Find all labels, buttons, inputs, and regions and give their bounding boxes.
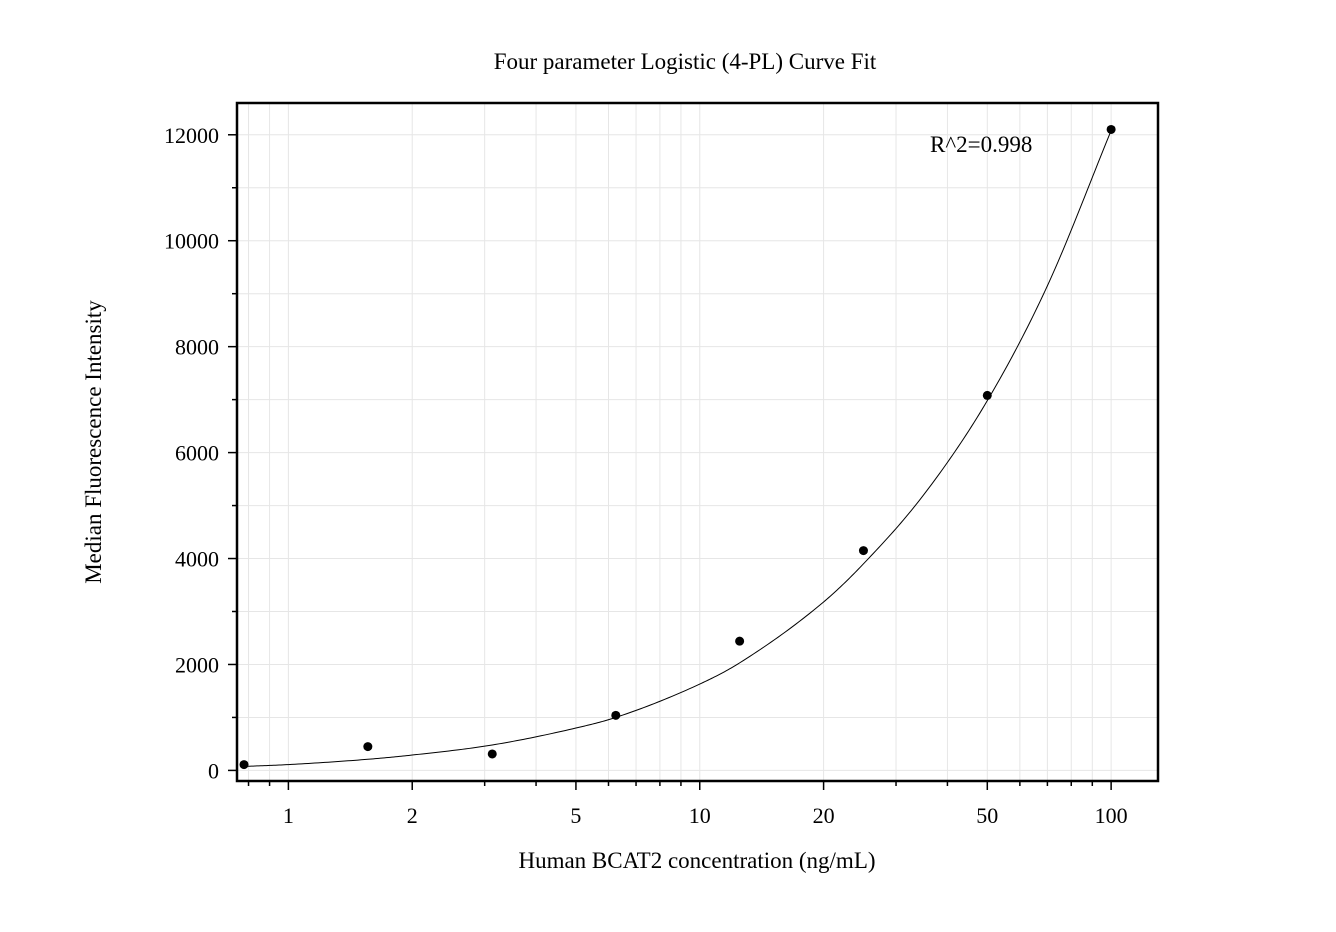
data-point	[239, 760, 249, 770]
x-tick-label: 10	[689, 803, 711, 828]
x-tick-label: 50	[976, 803, 998, 828]
data-point	[982, 390, 992, 400]
y-axis-label: Median Fluorescence Intensity	[81, 300, 106, 584]
data-points-layer	[239, 124, 1116, 770]
y-tick-label: 8000	[175, 335, 219, 360]
fit-curve-line	[243, 130, 1112, 767]
y-tick-label: 6000	[175, 441, 219, 466]
axis-layer: 1 2 5 10 20 50 100 0 2000 4000 6000 8000 10000 12000	[164, 123, 1128, 828]
data-point	[735, 636, 745, 646]
y-tick-label: 12000	[164, 123, 219, 148]
x-tick-label: 100	[1095, 803, 1128, 828]
y-tick-label: 4000	[175, 547, 219, 572]
x-axis-label: Human BCAT2 concentration (ng/mL)	[518, 848, 875, 873]
r-squared-annotation: R^2=0.998	[930, 132, 1032, 157]
y-tick-label: 2000	[175, 652, 219, 677]
y-tick-label: 10000	[164, 229, 219, 254]
x-tick-label: 5	[570, 803, 581, 828]
data-point	[487, 749, 497, 759]
data-point	[611, 710, 621, 720]
data-point	[1106, 124, 1116, 134]
x-tick-label: 1	[283, 803, 294, 828]
data-point	[363, 742, 373, 752]
chart-title: Four parameter Logistic (4-PL) Curve Fit	[494, 49, 877, 74]
x-tick-label: 2	[407, 803, 418, 828]
data-point	[858, 546, 868, 556]
x-tick-label: 20	[813, 803, 835, 828]
plot-frame	[235, 101, 1160, 783]
grid-layer	[237, 103, 1158, 781]
fit-curve-layer	[243, 130, 1112, 767]
y-tick-label: 0	[208, 758, 219, 783]
